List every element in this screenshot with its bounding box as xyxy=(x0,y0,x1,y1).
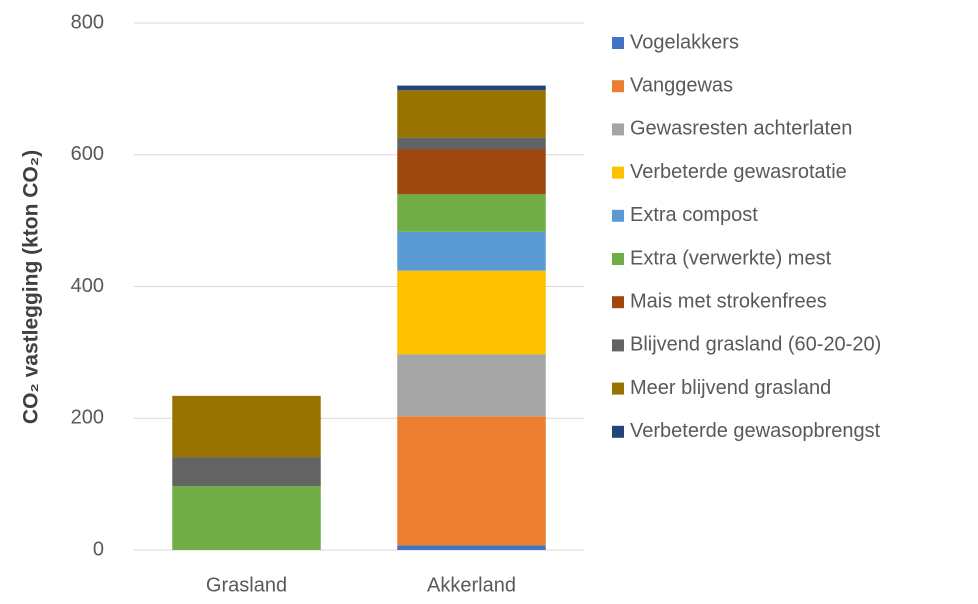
bar-segment xyxy=(172,457,321,487)
legend-swatch xyxy=(612,37,624,49)
legend-label: Gewasresten achterlaten xyxy=(630,118,852,140)
legend-label: Meer blijvend grasland xyxy=(630,377,831,399)
y-axis-title: CO₂ vastlegging (kton CO₂) xyxy=(20,150,43,424)
legend-label: Blijvend grasland (60-20-20) xyxy=(630,334,881,356)
legend-swatch xyxy=(612,296,624,309)
bar-segment xyxy=(397,231,546,271)
x-tick-label: Akkerland xyxy=(427,574,516,596)
legend-swatch xyxy=(612,382,624,395)
legend-swatch xyxy=(612,253,624,265)
y-tick-label: 600 xyxy=(71,143,104,165)
legend-label: Extra (verwerkte) mest xyxy=(630,247,832,269)
legend-label: Verbeterde gewasrotatie xyxy=(630,161,847,183)
x-tick-label: Grasland xyxy=(206,574,287,596)
legend-label: Mais met strokenfrees xyxy=(630,290,827,312)
bar-segment xyxy=(397,90,546,138)
legend-swatch xyxy=(612,425,624,438)
bar-segment xyxy=(397,137,546,150)
bar-segment xyxy=(397,194,546,232)
bar-segment xyxy=(172,395,321,458)
legend-label: Vanggewas xyxy=(630,74,733,96)
bar-segment xyxy=(397,416,546,546)
legend-swatch xyxy=(612,80,624,93)
legend-label: Verbeterde gewasopbrengst xyxy=(630,420,881,442)
bar-segment xyxy=(397,354,546,417)
legend-label: Vogelakkers xyxy=(630,31,739,53)
bar-segment xyxy=(397,270,546,355)
y-tick-label: 800 xyxy=(71,11,104,33)
y-tick-label: 0 xyxy=(93,538,104,560)
y-tick-label: 400 xyxy=(71,275,104,297)
bar-segment xyxy=(397,149,546,195)
bar-segment xyxy=(397,85,546,91)
y-tick-label: 200 xyxy=(71,407,104,429)
bar-segment xyxy=(397,545,546,550)
legend-swatch xyxy=(612,209,624,222)
legend-label: Extra compost xyxy=(630,204,758,226)
legend-swatch xyxy=(612,339,624,352)
legend-swatch xyxy=(612,166,624,179)
legend-swatch xyxy=(612,123,624,136)
bar-segment xyxy=(172,486,321,550)
